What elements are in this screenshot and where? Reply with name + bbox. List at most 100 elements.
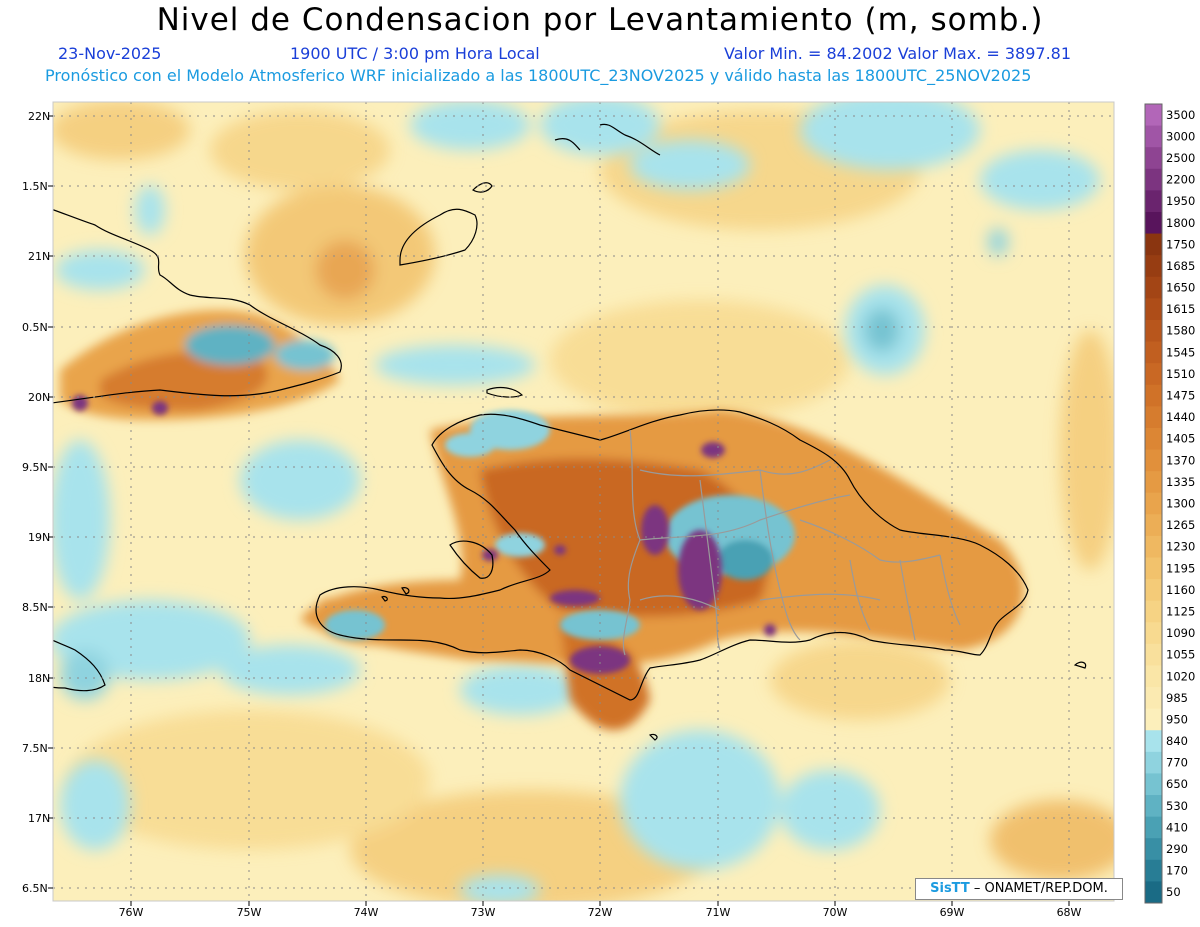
colorbar-swatch <box>1145 514 1162 537</box>
colorbar-label: 985 <box>1166 691 1188 705</box>
colorbar-label: 1020 <box>1166 669 1195 683</box>
lon-label: 72W <box>588 906 613 919</box>
colorbar-swatch <box>1145 838 1162 861</box>
graticule <box>53 102 1114 901</box>
colorbar-label: 1370 <box>1166 453 1195 467</box>
colorbar-label: 1510 <box>1166 367 1195 381</box>
credit-box: SisTT – ONAMET/REP.DOM. <box>915 878 1123 900</box>
colorbar-swatch <box>1145 406 1162 429</box>
colorbar-label: 1545 <box>1166 345 1195 359</box>
colorbar-label: 1800 <box>1166 216 1195 230</box>
colorbar-swatch <box>1145 730 1162 753</box>
colorbar-label: 1475 <box>1166 389 1195 403</box>
colorbar-label: 1685 <box>1166 259 1195 273</box>
colorbar-swatch <box>1145 233 1162 256</box>
lat-label: 6.5N <box>22 882 48 895</box>
colorbar: 3500 3000 2500 2200 1950 1800 1750 1685 1650 1615… <box>1144 103 1195 904</box>
latitude-axis: 22N 1.5N 21N 0.5N 20N 9.5N 19N 8.5N 18N … <box>22 110 50 895</box>
colorbar-swatch <box>1145 319 1162 343</box>
colorbar-swatch <box>1145 449 1162 472</box>
coastlines <box>53 123 1087 741</box>
lat-label: 21N <box>28 250 50 263</box>
colorbar-label: 410 <box>1166 820 1188 834</box>
colorbar-label: 1160 <box>1166 583 1195 597</box>
lat-label: 19N <box>28 531 50 544</box>
lon-label: 76W <box>119 906 144 919</box>
lat-label: 17N <box>28 812 50 825</box>
colorbar-label: 1195 <box>1166 561 1195 575</box>
sistt-logo: SisTT <box>930 881 970 896</box>
colorbar-swatch <box>1145 708 1162 731</box>
colorbar-label: 3000 <box>1166 129 1195 143</box>
lat-label: 18N <box>28 672 50 685</box>
colorbar-swatch <box>1145 147 1162 170</box>
lat-label: 8.5N <box>22 601 48 614</box>
colorbar-swatch <box>1145 276 1162 299</box>
colorbar-swatch <box>1145 125 1162 148</box>
lon-label: 73W <box>471 906 496 919</box>
colorbar-swatch <box>1145 427 1162 451</box>
colorbar-label: 1230 <box>1166 540 1195 554</box>
date-label: 23-Nov-2025 <box>58 44 162 63</box>
colorbar-swatch <box>1145 751 1162 774</box>
colorbar-label: 2500 <box>1166 151 1195 165</box>
colorbar-label: 3500 <box>1166 108 1195 122</box>
colorbar-swatch <box>1145 104 1162 127</box>
colorbar-label: 1580 <box>1166 324 1195 338</box>
colorbar-label: 1615 <box>1166 302 1195 316</box>
lcl-shaded-field <box>53 102 1114 901</box>
colorbar-label: 1055 <box>1166 648 1195 662</box>
colorbar-label: 170 <box>1166 864 1188 878</box>
lat-label: 7.5N <box>22 742 48 755</box>
lon-label: 70W <box>823 906 848 919</box>
colorbar-swatch <box>1145 859 1162 882</box>
colorbar-swatch <box>1145 471 1162 494</box>
province-borders <box>622 429 961 656</box>
colorbar-swatch <box>1145 816 1162 839</box>
colorbar-swatch <box>1145 795 1162 818</box>
lon-label: 71W <box>706 906 731 919</box>
forecast-info: Pronóstico con el Modelo Atmosferico WRF… <box>45 66 1032 85</box>
colorbar-swatch <box>1145 384 1162 407</box>
colorbar-label: 1125 <box>1166 604 1195 618</box>
min-max-label: Valor Min. = 84.2002 Valor Max. = 3897.8… <box>724 44 1072 63</box>
colorbar-swatch <box>1145 535 1162 558</box>
colorbar-swatch <box>1145 665 1162 688</box>
colorbar-label: 1650 <box>1166 281 1195 295</box>
colorbar-swatch <box>1145 341 1162 364</box>
colorbar-swatch <box>1145 687 1162 710</box>
colorbar-label: 1090 <box>1166 626 1195 640</box>
colorbar-swatch <box>1145 190 1162 213</box>
colorbar-swatch <box>1145 363 1162 386</box>
colorbar-label: 1335 <box>1166 475 1195 489</box>
map-title: Nivel de Condensacion por Levantamiento … <box>156 2 1044 38</box>
lat-label: 22N <box>28 110 50 123</box>
lat-label: 0.5N <box>22 321 48 334</box>
lat-label: 20N <box>28 391 50 404</box>
lon-label: 74W <box>354 906 379 919</box>
plot-frame <box>52 101 1115 902</box>
lat-label: 1.5N <box>22 180 48 193</box>
colorbar-label: 530 <box>1166 799 1188 813</box>
colorbar-label: 290 <box>1166 842 1188 856</box>
colorbar-label: 650 <box>1166 777 1188 791</box>
colorbar-label: 1950 <box>1166 194 1195 208</box>
colorbar-label: 1265 <box>1166 518 1195 532</box>
lon-label: 68W <box>1057 906 1082 919</box>
colorbar-label: 1440 <box>1166 410 1195 424</box>
colorbar-label: 1405 <box>1166 432 1195 446</box>
longitude-axis: 76W 75W 74W 73W 72W 71W 70W 69W 68W <box>119 906 1082 919</box>
colorbar-label: 950 <box>1166 712 1188 726</box>
colorbar-label: 770 <box>1166 756 1188 770</box>
colorbar-swatch <box>1145 168 1162 191</box>
credit-text: – ONAMET/REP.DOM. <box>969 881 1108 896</box>
colorbar-label: 2200 <box>1166 173 1195 187</box>
colorbar-swatch <box>1145 773 1162 796</box>
colorbar-frame <box>1144 103 1163 904</box>
colorbar-swatch <box>1145 298 1162 321</box>
colorbar-label: 1750 <box>1166 237 1195 251</box>
time-label: 1900 UTC / 3:00 pm Hora Local <box>290 44 540 63</box>
colorbar-swatch <box>1145 557 1162 580</box>
colorbar-swatch <box>1145 255 1162 278</box>
